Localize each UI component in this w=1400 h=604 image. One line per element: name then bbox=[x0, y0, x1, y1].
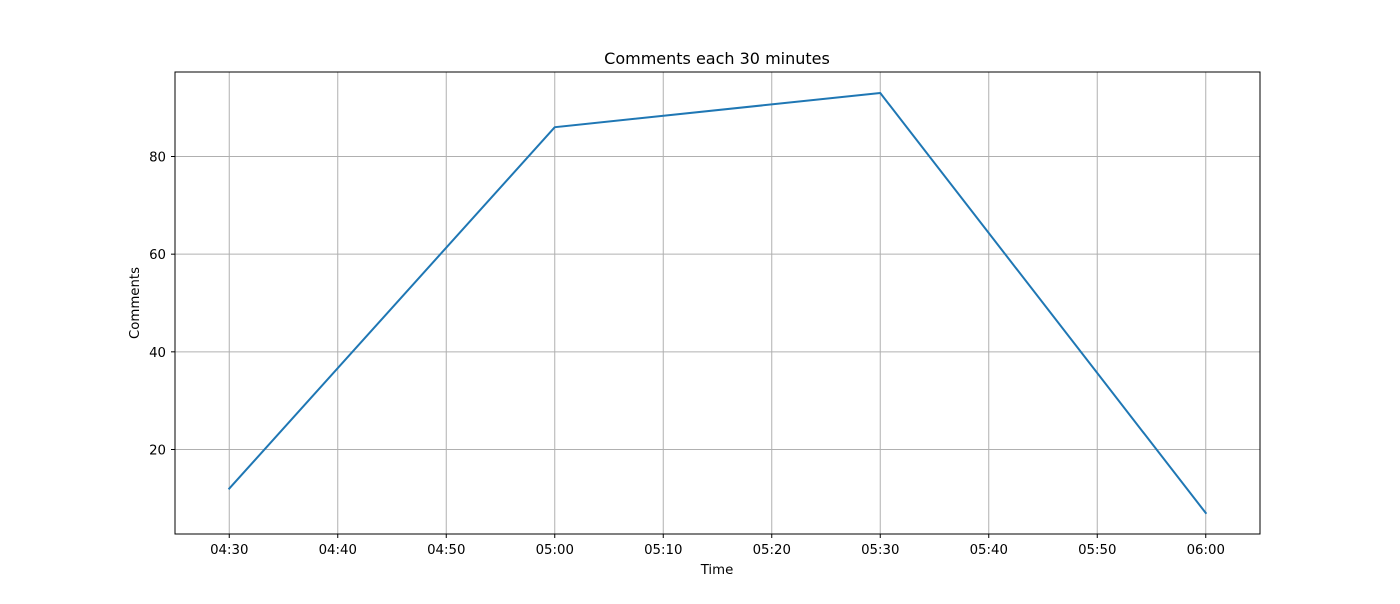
y-tick-label: 20 bbox=[149, 444, 166, 459]
x-tick-label: 05:10 bbox=[644, 543, 682, 558]
y-tick-label: 80 bbox=[149, 150, 166, 165]
axes-frame bbox=[174, 71, 1261, 535]
x-axis-ticks: 04:30 04:40 04:50 05:00 05:10 05:20 05:30 05:40… bbox=[210, 534, 1225, 558]
x-tick-label: 04:30 bbox=[210, 543, 248, 558]
x-tick-label: 06:00 bbox=[1187, 543, 1225, 558]
y-tick-label: 40 bbox=[149, 346, 166, 361]
grid-layer bbox=[175, 72, 1260, 534]
series-line bbox=[227, 92, 1208, 515]
x-tick-label: 05:40 bbox=[970, 543, 1008, 558]
x-tick-label: 05:50 bbox=[1078, 543, 1116, 558]
x-tick-label: 04:50 bbox=[427, 543, 465, 558]
x-tick-label: 05:00 bbox=[536, 543, 574, 558]
y-tick-label: 60 bbox=[149, 248, 166, 263]
x-tick-label: 04:40 bbox=[319, 543, 357, 558]
y-axis-label: Comments bbox=[128, 267, 143, 339]
y-axis-ticks: 20 40 60 80 bbox=[149, 150, 175, 459]
series-layer bbox=[227, 92, 1208, 515]
x-tick-label: 05:30 bbox=[861, 543, 899, 558]
x-axis-label: Time bbox=[700, 563, 734, 578]
chart-title: Comments each 30 minutes bbox=[604, 49, 830, 68]
x-tick-label: 05:20 bbox=[753, 543, 791, 558]
